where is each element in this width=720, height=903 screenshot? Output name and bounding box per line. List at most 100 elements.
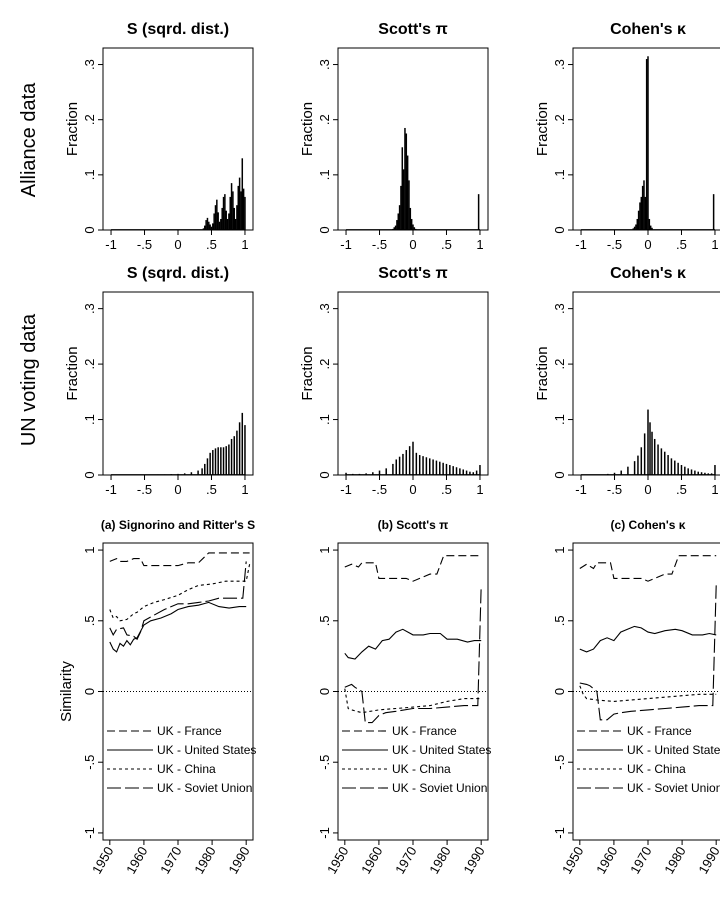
x-tick-label: .5 (206, 237, 217, 252)
histogram-bar (475, 470, 478, 475)
histogram-bar (225, 446, 227, 475)
y-tick-label: .1 (82, 169, 97, 180)
histogram-bar (633, 461, 636, 475)
x-tick-label: 0 (174, 482, 181, 497)
series-line (109, 564, 251, 622)
x-tick-label: -1 (105, 482, 117, 497)
histogram-bar (372, 472, 374, 475)
histogram-bar (649, 225, 652, 230)
histogram-bar (413, 227, 416, 230)
series-line (109, 601, 247, 653)
panel-title: S (sqrd. dist.) (127, 21, 229, 38)
x-tick-label: 1980 (426, 844, 453, 877)
y-tick-label: .2 (317, 114, 332, 125)
y-tick-label: .1 (82, 414, 97, 425)
histogram-bar (613, 472, 616, 475)
plot-frame (572, 291, 720, 476)
x-tick-label: -.5 (137, 237, 152, 252)
x-tick-label: -.5 (607, 237, 622, 252)
y-tick-label: 0 (82, 226, 97, 233)
x-tick-label: 1960 (358, 844, 385, 877)
histogram-bar (397, 213, 400, 230)
histogram-bar (395, 459, 398, 475)
histogram-bar (700, 472, 703, 475)
x-tick-label: 1990 (460, 844, 487, 877)
panel-title: (c) Cohen's κ (611, 518, 686, 532)
histogram-bar (234, 218, 237, 230)
x-tick-label: 1 (241, 237, 248, 252)
legend-label: UK - France (157, 724, 222, 738)
histogram-bar (244, 196, 246, 230)
histogram-bar (228, 444, 230, 475)
histogram-bar (636, 218, 639, 230)
histogram-bar (647, 409, 649, 475)
x-tick-label: 1950 (324, 844, 351, 877)
histogram-bar (225, 210, 227, 230)
y-tick-label: .1 (317, 414, 332, 425)
histogram-bar (697, 471, 699, 475)
x-tick-label: -1 (575, 482, 587, 497)
histogram-bar (209, 452, 211, 475)
histogram-bar (130, 474, 132, 476)
y-tick-label: .2 (317, 359, 332, 370)
histogram-bar (633, 226, 636, 230)
series-line (344, 555, 482, 582)
y-tick-label: .5 (317, 615, 332, 626)
histogram-bar (712, 194, 715, 230)
histogram-bar (208, 221, 210, 230)
series-line (344, 628, 482, 660)
histogram-bar (232, 191, 234, 230)
histogram-bar (220, 218, 222, 230)
legend-label: UK - Soviet Union (392, 781, 487, 795)
histogram-bar (657, 444, 659, 475)
series-line (579, 685, 717, 702)
histogram-bar (402, 453, 404, 475)
histogram-bar (217, 447, 219, 475)
histogram-bar (221, 207, 223, 230)
histogram-bar (620, 470, 622, 475)
series-line (579, 585, 717, 721)
y-axis-label: Fraction (299, 102, 316, 156)
histogram-bar (216, 199, 218, 230)
histogram-bar (212, 223, 214, 230)
histogram-bar (667, 455, 669, 475)
legend-label: UK - China (627, 762, 686, 776)
y-tick-label: .3 (82, 303, 97, 314)
plot-frame (102, 291, 254, 476)
histogram-bar (445, 463, 448, 475)
histogram-bar (217, 212, 219, 230)
x-tick-label: 1 (241, 482, 248, 497)
y-tick-label: -1 (552, 827, 567, 839)
histogram-bar (204, 463, 206, 475)
x-tick-label: -1 (340, 482, 352, 497)
panel-title: Scott's π (378, 21, 447, 38)
histogram-bar (405, 133, 408, 230)
histogram-bar (645, 59, 648, 230)
x-tick-label: -.5 (372, 237, 387, 252)
y-tick-label: .2 (82, 114, 97, 125)
x-tick-label: 0 (174, 237, 181, 252)
y-tick-label: .1 (552, 414, 567, 425)
histogram-bar (236, 430, 238, 475)
legend-label: UK - United States (627, 743, 720, 757)
y-tick-label: 0 (317, 471, 332, 478)
x-tick-label: 1980 (661, 844, 688, 877)
histogram-bar (643, 180, 645, 230)
y-tick-label: .3 (552, 59, 567, 70)
histogram-bar (651, 431, 653, 475)
y-tick-label: .2 (552, 114, 567, 125)
y-tick-label: .2 (552, 359, 567, 370)
y-tick-label: 0 (317, 226, 332, 233)
x-tick-label: 1 (711, 482, 718, 497)
legend-label: UK - France (627, 724, 692, 738)
histogram-bar (479, 465, 481, 475)
histogram-bar (230, 183, 233, 230)
series-line (344, 688, 482, 714)
histogram-bar (238, 177, 241, 230)
histogram-bar (649, 422, 651, 475)
legend-label: UK - Soviet Union (627, 781, 720, 795)
x-tick-label: .5 (206, 482, 217, 497)
histogram-bar (637, 210, 640, 230)
x-tick-label: 1990 (225, 844, 252, 877)
